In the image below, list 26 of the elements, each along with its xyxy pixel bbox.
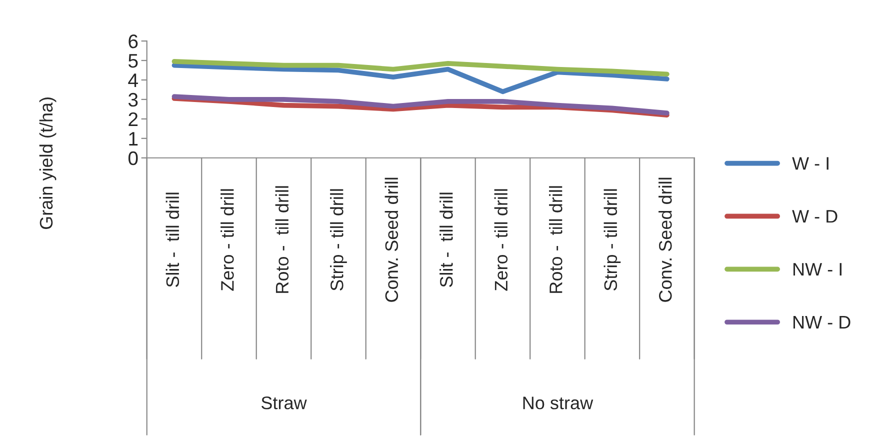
- x-tick-label: Roto - till drill: [549, 186, 562, 293]
- y-tick-label: 6: [128, 34, 138, 48]
- x-tick-label: Slit - till drill: [440, 192, 453, 288]
- y-tick-label: 0: [128, 151, 138, 166]
- y-axis-title: Grain yield (t/ha): [39, 98, 56, 229]
- line-series: [172, 59, 670, 77]
- x-tick-label: Slit - till drill: [166, 192, 180, 288]
- line-series: [172, 62, 670, 94]
- legend-label: W - I: [792, 157, 828, 170]
- x-tick-label: Zero - till drill: [220, 189, 234, 291]
- text: No straw: [523, 396, 594, 410]
- x-tick-label: Conv. Seed drill: [658, 178, 672, 302]
- legend-label: NW - I: [793, 263, 842, 276]
- x-tick-label: Strip - till drill: [604, 189, 621, 291]
- legend-label: NW - D: [793, 316, 850, 328]
- x-tick-label: Zero - till drill: [494, 189, 508, 291]
- y-tick-label: 4: [128, 74, 138, 88]
- y-tick-label: 2: [128, 112, 138, 126]
- legend-label: W - D: [792, 210, 838, 223]
- text: Straw: [261, 396, 307, 410]
- x-tick-label: Conv. Seed drill: [384, 178, 398, 302]
- y-tick-label: 1: [129, 132, 138, 146]
- x-tick-label: Roto - till drill: [275, 186, 289, 293]
- x-tick-label: Strip - till drill: [330, 189, 347, 291]
- y-tick-label: 5: [128, 54, 138, 68]
- y-tick-label: 3: [128, 92, 138, 107]
